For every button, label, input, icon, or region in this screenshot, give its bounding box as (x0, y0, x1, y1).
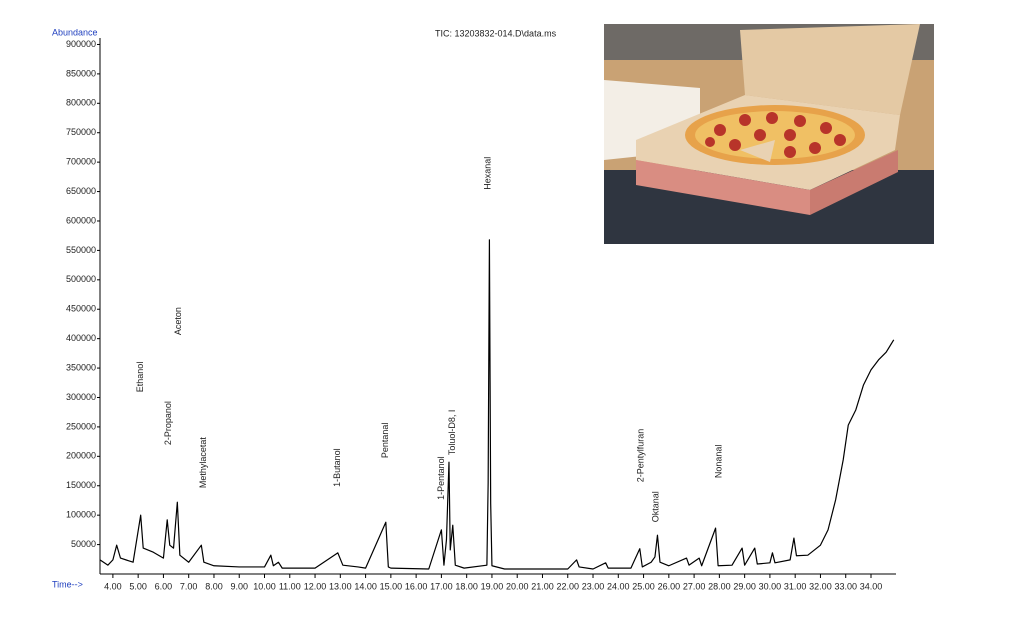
y-tick-label: 850000 (66, 68, 96, 78)
y-tick-label: 100000 (66, 510, 96, 520)
y-tick-label: 550000 (66, 245, 96, 255)
y-tick-label: 250000 (66, 421, 96, 431)
x-tick-label: 16.00 (405, 581, 428, 591)
y-tick-label: 150000 (66, 480, 96, 490)
y-tick-label: 650000 (66, 186, 96, 196)
chart-title: TIC: 13203832-014.D\data.ms (435, 28, 557, 38)
y-tick-label: 900000 (66, 39, 96, 49)
x-tick-label: 34.00 (860, 581, 883, 591)
photo-inset (604, 24, 934, 244)
y-tick-label: 600000 (66, 215, 96, 225)
x-tick-label: 11.00 (279, 581, 301, 591)
y-tick-label: 750000 (66, 127, 96, 137)
x-tick-label: 18.00 (455, 581, 478, 591)
x-axis-label: Time--> (52, 579, 83, 589)
x-tick-label: 14.00 (354, 581, 377, 591)
y-tick-label: 450000 (66, 304, 96, 314)
trace-line (99, 239, 895, 570)
x-tick-label: 10.00 (253, 581, 276, 591)
x-tick-label: 20.00 (506, 581, 529, 591)
y-tick-label: 200000 (66, 451, 96, 461)
x-tick-label: 15.00 (380, 581, 403, 591)
x-tick-label: 24.00 (607, 581, 630, 591)
x-tick-label: 17.00 (430, 581, 453, 591)
peak-label: Methylacetat (198, 437, 208, 489)
x-tick-label: 7.00 (180, 581, 198, 591)
x-tick-label: 5.00 (129, 581, 147, 591)
x-tick-label: 25.00 (632, 581, 655, 591)
peak-label: Pentanal (380, 423, 390, 459)
peak-label: Nonanal (714, 445, 724, 479)
x-tick-label: 27.00 (683, 581, 706, 591)
peak-label: 1-Pentanol (436, 456, 446, 500)
peak-label: Toluol-D8, I (447, 410, 457, 456)
x-tick-label: 26.00 (658, 581, 681, 591)
peak-label: 2-Pentylfuran (635, 429, 645, 483)
y-tick-label: 400000 (66, 333, 96, 343)
peak-label: Ethanol (135, 362, 145, 393)
x-tick-label: 12.00 (304, 581, 327, 591)
x-tick-label: 29.00 (733, 581, 756, 591)
x-tick-label: 31.00 (784, 581, 807, 591)
x-tick-label: 30.00 (759, 581, 782, 591)
x-tick-label: 33.00 (834, 581, 857, 591)
peak-label: 1-Butanol (332, 448, 342, 487)
y-tick-label: 500000 (66, 274, 96, 284)
x-tick-label: 23.00 (582, 581, 605, 591)
x-tick-label: 4.00 (104, 581, 122, 591)
x-tick-label: 22.00 (556, 581, 579, 591)
x-tick-label: 19.00 (481, 581, 504, 591)
y-tick-label: 700000 (66, 157, 96, 167)
peak-label: 2-Propanol (163, 401, 173, 445)
x-tick-label: 28.00 (708, 581, 731, 591)
peak-label: Oktanal (651, 491, 661, 522)
x-tick-label: 8.00 (205, 581, 223, 591)
y-tick-label: 300000 (66, 392, 96, 402)
x-tick-label: 13.00 (329, 581, 352, 591)
x-tick-label: 9.00 (230, 581, 248, 591)
y-tick-label: 800000 (66, 98, 96, 108)
x-tick-label: 32.00 (809, 581, 832, 591)
x-tick-label: 6.00 (155, 581, 173, 591)
y-axis-label: Abundance (52, 27, 98, 37)
y-tick-label: 50000 (71, 539, 96, 549)
y-tick-label: 350000 (66, 362, 96, 372)
peak-label: Aceton (173, 307, 183, 335)
x-tick-label: 21.00 (531, 581, 554, 591)
peak-label: Hexanal (483, 157, 493, 190)
